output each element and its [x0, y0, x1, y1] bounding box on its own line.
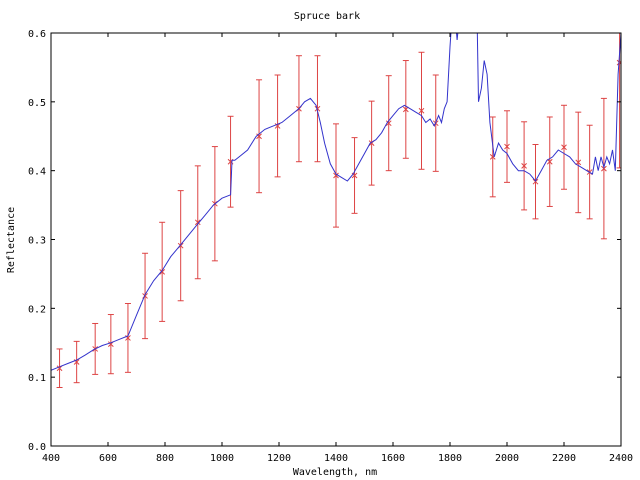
error-bar-point [402, 60, 409, 159]
y-axis: 0.0 0.1 0.2 0.3 0.4 0.5 0.6 [28, 29, 621, 453]
error-bar-point [107, 314, 114, 375]
chart-title: Spruce bark [294, 11, 360, 22]
x-axis: 400 600 800 1000 1200 1400 1600 1800 2000 2200 240… [42, 33, 633, 464]
x-tick-label: 2200 [552, 453, 576, 464]
line-layer [51, 33, 621, 371]
y-tick-label: 0.5 [28, 98, 46, 109]
plot-frame [50, 32, 622, 447]
y-tick-label: 0.2 [28, 304, 46, 315]
error-bar-point [159, 221, 166, 322]
error-bar-point [368, 100, 375, 186]
x-tick-label: 400 [42, 453, 60, 464]
y-tick-label: 0.4 [28, 167, 46, 178]
reflectance-line [51, 33, 621, 371]
x-axis-label: Wavelength, nm [293, 467, 377, 478]
error-bar-point [575, 111, 582, 214]
error-bar-point [489, 116, 496, 198]
x-tick-label: 1400 [324, 453, 348, 464]
x-tick-label: 1000 [210, 453, 234, 464]
error-bar-point [256, 79, 263, 194]
x-tick-label: 600 [99, 453, 117, 464]
error-bar-point [521, 121, 528, 211]
x-tick-label: 2000 [495, 453, 519, 464]
error-bar-point [274, 74, 281, 178]
y-tick-label: 0.0 [28, 442, 46, 453]
error-bar-point [194, 165, 201, 280]
y-tick-label: 0.6 [28, 29, 46, 40]
error-bars [56, 33, 621, 388]
error-bar-point [616, 33, 621, 169]
error-bar-point [56, 348, 63, 388]
error-bar-point [314, 55, 321, 163]
error-bar-point [177, 190, 184, 302]
error-bar-point [546, 116, 553, 207]
x-tick-label: 800 [156, 453, 174, 464]
x-tick-label: 1200 [267, 453, 291, 464]
error-bar-point [124, 303, 131, 373]
error-bar-point [73, 340, 80, 384]
y-tick-label: 0.3 [28, 236, 46, 247]
x-tick-label: 1800 [438, 453, 462, 464]
error-bar-point [561, 104, 567, 190]
y-axis-label: Reflectance [6, 207, 17, 273]
error-bar-point [418, 51, 425, 170]
x-tick-label: 1600 [381, 453, 405, 464]
y-tick-label: 0.1 [28, 373, 46, 384]
error-bar-point [385, 75, 392, 172]
error-bar-point [333, 123, 339, 228]
x-tick-label: 2400 [609, 453, 633, 464]
error-bar-point [504, 110, 510, 183]
